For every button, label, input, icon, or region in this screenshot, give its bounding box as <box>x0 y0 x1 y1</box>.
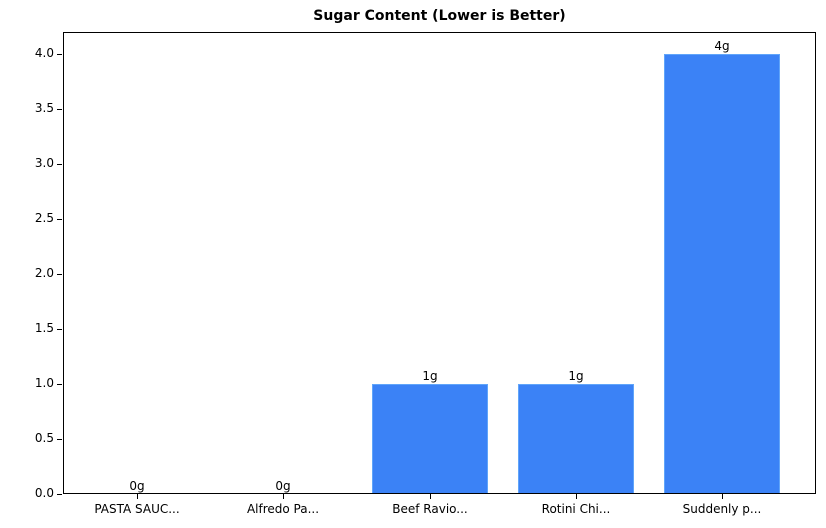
bar <box>518 384 634 494</box>
y-tick <box>57 164 62 165</box>
y-tick <box>57 329 62 330</box>
y-tick <box>57 439 62 440</box>
x-tick <box>722 494 723 499</box>
x-tick-label: Alfredo Pa... <box>246 502 320 516</box>
y-tick <box>57 494 62 495</box>
bar-value-label: 1g <box>568 369 584 383</box>
bar-value-label: 0g <box>275 479 291 493</box>
chart-title: Sugar Content (Lower is Better) <box>313 8 566 24</box>
y-tick <box>57 274 62 275</box>
x-tick-label: Beef Ravio... <box>392 502 468 516</box>
bar-value-label: 1g <box>422 369 438 383</box>
y-tick-label: 0.5 <box>34 431 54 445</box>
y-tick <box>57 219 62 220</box>
y-tick <box>57 384 62 385</box>
y-tick-label: 0.0 <box>34 486 54 500</box>
plot-axes <box>63 32 816 494</box>
y-tick-label: 1.5 <box>34 321 54 335</box>
x-tick <box>430 494 431 499</box>
y-tick-label: 3.0 <box>34 156 54 170</box>
bar <box>664 54 780 494</box>
y-tick-label: 1.0 <box>34 376 54 390</box>
y-tick-label: 3.5 <box>34 101 54 115</box>
bar-value-label: 4g <box>714 39 730 53</box>
y-tick-label: 2.5 <box>34 211 54 225</box>
bar-value-label: 0g <box>129 479 145 493</box>
y-tick <box>57 109 62 110</box>
x-tick-label: PASTA SAUC... <box>94 502 180 516</box>
y-tick <box>57 54 62 55</box>
x-tick-label: Suddenly p... <box>682 502 762 516</box>
bar <box>372 384 488 494</box>
x-tick <box>283 494 284 499</box>
x-tick <box>137 494 138 499</box>
x-tick-label: Rotini Chi... <box>541 502 611 516</box>
y-tick-label: 2.0 <box>34 266 54 280</box>
y-tick-label: 4.0 <box>34 46 54 60</box>
x-tick <box>576 494 577 499</box>
